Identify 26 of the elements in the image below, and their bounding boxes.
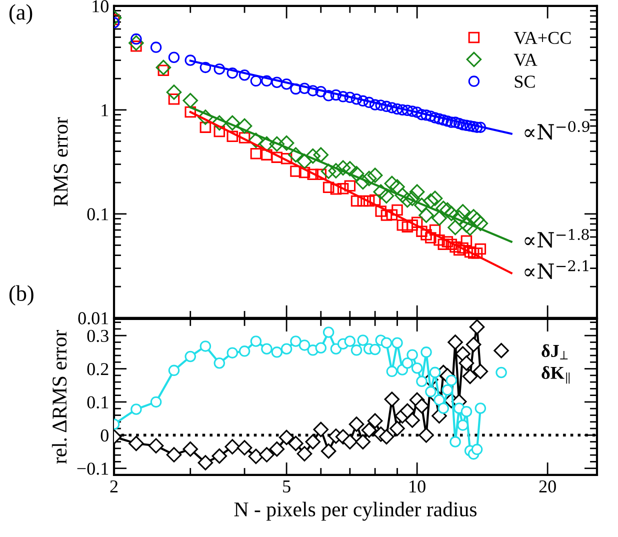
legend-label: VA+CC xyxy=(514,32,571,44)
legend-label: VA xyxy=(514,54,538,66)
annotation: ∝N$^{−1.8}$ xyxy=(524,228,589,248)
annotation: ∝N$^{−2.1}$ xyxy=(524,260,588,279)
legend-label: δJ$_{⊥}$ xyxy=(542,344,568,360)
y-tick-label: −0.1 xyxy=(77,462,108,475)
y-tick-label: 0.3 xyxy=(87,330,108,342)
legend-label: δK$_{∥}$ xyxy=(542,366,570,384)
text: (b) xyxy=(9,285,34,306)
x-axis-title: N - pixels per cylinder radius xyxy=(234,502,477,521)
y-tick-label: 1 xyxy=(102,104,108,116)
x-tick-label: 10 xyxy=(410,480,426,493)
x-tick-label: 2 xyxy=(110,480,118,492)
legend-label: SC xyxy=(514,76,535,88)
x-tick-label: 20 xyxy=(539,480,556,493)
y-axis-title: rel. ΔRMS error xyxy=(52,330,67,464)
y-tick-label: 0.2 xyxy=(87,363,108,376)
y-axis-title: RMS error xyxy=(54,117,68,206)
y-tick-label: 0 xyxy=(100,429,108,442)
y-tick-label: 0.1 xyxy=(87,208,108,220)
y-tick-label: 10 xyxy=(92,0,108,12)
annotation: ∝N$^{−0.9}$ xyxy=(524,120,590,140)
text: (a) xyxy=(9,4,32,24)
y-tick-label: 0.1 xyxy=(87,396,108,408)
y-tick-label: 0.01 xyxy=(78,312,108,324)
x-tick-label: 5 xyxy=(283,480,290,493)
